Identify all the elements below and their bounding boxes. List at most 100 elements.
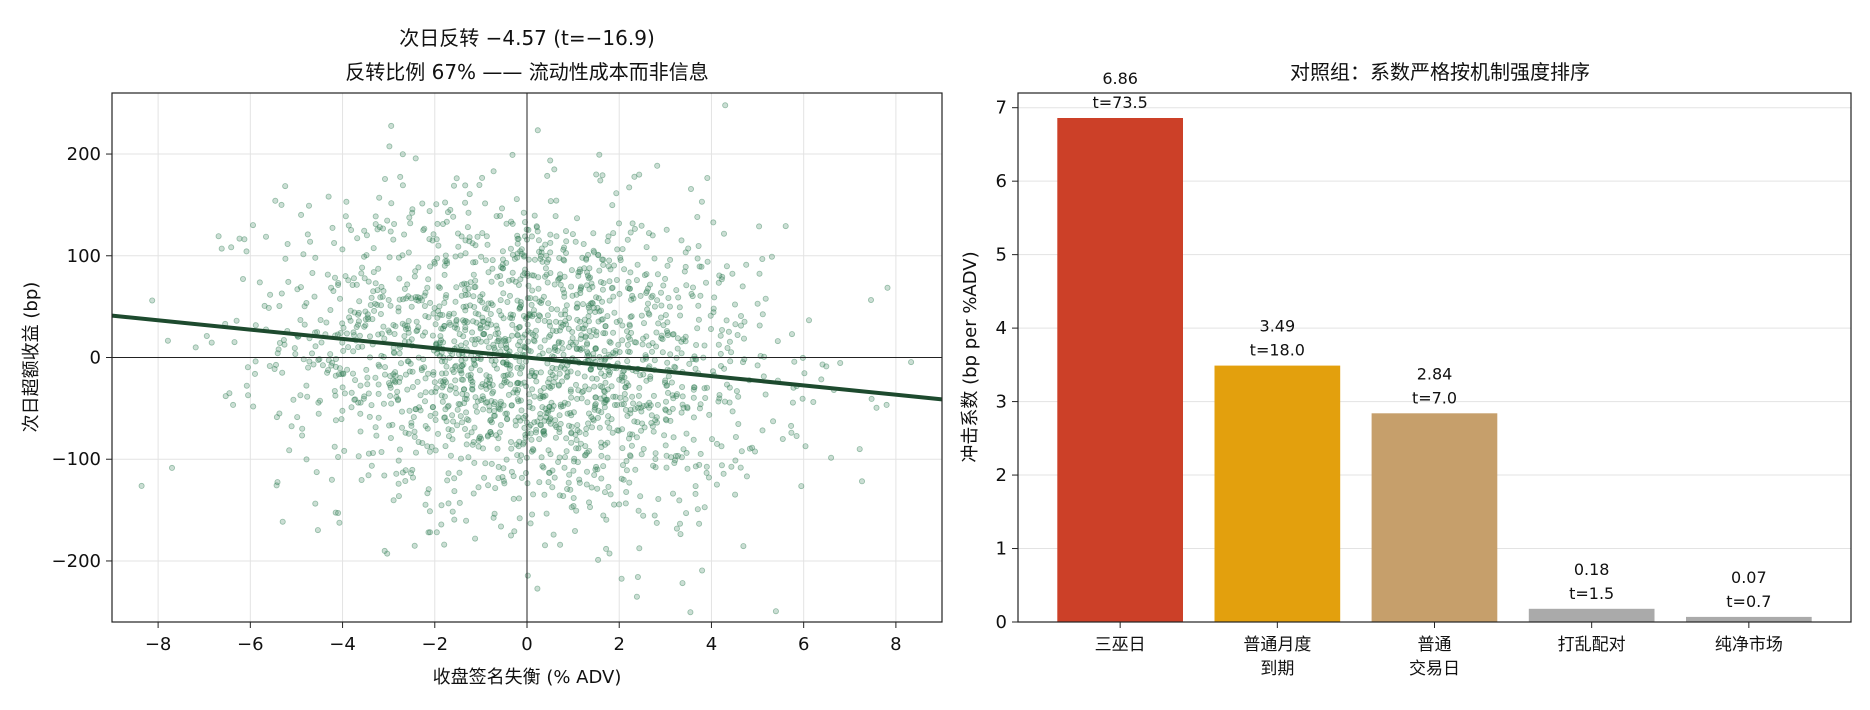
scatter-point <box>273 414 280 421</box>
scatter-point <box>395 308 402 315</box>
scatter-point <box>606 257 613 264</box>
scatter-point <box>503 359 510 366</box>
scatter-point <box>629 292 636 299</box>
scatter-point <box>589 375 596 382</box>
scatter-point <box>475 336 482 343</box>
scatter-point <box>540 428 547 435</box>
scatter-point <box>458 367 465 374</box>
scatter-point <box>514 364 521 371</box>
scatter-point <box>514 250 521 257</box>
scatter-point <box>402 371 409 378</box>
scatter-point <box>653 343 660 350</box>
scatter-point <box>715 398 722 405</box>
scatter-point <box>508 445 515 452</box>
scatter-point <box>828 454 835 461</box>
scatter-point <box>369 449 376 456</box>
scatter-point <box>430 310 437 317</box>
scatter-point <box>617 257 624 264</box>
scatter-point <box>662 407 669 414</box>
scatter-point <box>440 378 447 385</box>
scatter-point <box>547 415 554 422</box>
scatter-point <box>741 335 748 342</box>
scatter-point <box>622 406 629 413</box>
scatter-point <box>621 390 628 397</box>
scatter-point <box>602 489 609 496</box>
scatter-point <box>457 413 464 420</box>
scatter-point <box>427 412 434 419</box>
scatter-point <box>668 454 675 461</box>
scatter-point <box>479 291 486 298</box>
scatter-point <box>702 394 709 401</box>
scatter-point <box>682 338 689 345</box>
scatter-point <box>564 373 571 380</box>
scatter-point <box>566 422 573 429</box>
scatter-point <box>512 417 519 424</box>
scatter-point <box>299 425 306 432</box>
bar-category-label: 打乱配对 <box>1558 635 1626 655</box>
scatter-point <box>357 428 364 435</box>
bar <box>1214 365 1341 622</box>
scatter-point <box>450 369 457 376</box>
scatter-point <box>699 567 706 574</box>
scatter-point <box>332 509 339 516</box>
scatter-point <box>625 382 632 389</box>
scatter-point <box>449 366 456 373</box>
scatter-point <box>654 271 661 278</box>
scatter-point <box>556 492 563 499</box>
scatter-point <box>418 367 425 374</box>
scatter-point <box>654 419 661 426</box>
scatter-point <box>488 278 495 285</box>
scatter-point <box>442 379 449 386</box>
scatter-point <box>362 316 369 323</box>
scatter-point <box>573 345 580 352</box>
scatter-point <box>508 402 515 409</box>
scatter-point <box>425 370 432 377</box>
scatter-point <box>472 394 479 401</box>
scatter-point <box>710 309 717 316</box>
scatter-point <box>387 372 394 379</box>
scatter-point <box>563 435 570 442</box>
scatter-point <box>381 335 388 342</box>
scatter-point <box>908 359 915 366</box>
scatter-point <box>514 254 521 261</box>
scatter-point <box>718 362 725 369</box>
scatter-point <box>725 328 732 335</box>
scatter-point <box>606 424 613 431</box>
scatter-point <box>738 312 745 319</box>
scatter-point <box>524 572 531 579</box>
scatter-point <box>368 294 375 301</box>
scatter-point <box>411 433 418 440</box>
scatter-point <box>602 323 609 330</box>
scatter-point <box>589 283 596 290</box>
scatter-point <box>493 322 500 329</box>
scatter-point <box>770 418 777 425</box>
scatter-point <box>625 333 632 340</box>
scatter-point <box>514 297 521 304</box>
scatter-point <box>364 311 371 318</box>
scatter-point <box>491 401 498 408</box>
scatter-point <box>325 193 332 200</box>
scatter-point <box>364 374 371 381</box>
scatter-point <box>577 440 584 447</box>
scatter-point <box>297 392 304 399</box>
scatter-point <box>441 262 448 269</box>
scatter-point <box>441 541 448 548</box>
scatter-point <box>490 514 497 521</box>
scatter-point <box>489 257 496 264</box>
scatter-point <box>623 457 630 464</box>
scatter-point <box>222 393 229 400</box>
scatter-point <box>347 307 354 314</box>
scatter-point <box>604 313 611 320</box>
scatter-point <box>484 433 491 440</box>
scatter-point <box>472 535 479 542</box>
scatter-point <box>538 299 545 306</box>
scatter-point <box>522 344 529 351</box>
scatter-point <box>536 248 543 255</box>
bar <box>1528 608 1655 622</box>
scatter-point <box>499 261 506 268</box>
scatter-point <box>540 393 547 400</box>
scatter-point <box>563 448 570 455</box>
scatter-point <box>643 377 650 384</box>
scatter-point <box>594 304 601 311</box>
scatter-point <box>441 377 448 384</box>
